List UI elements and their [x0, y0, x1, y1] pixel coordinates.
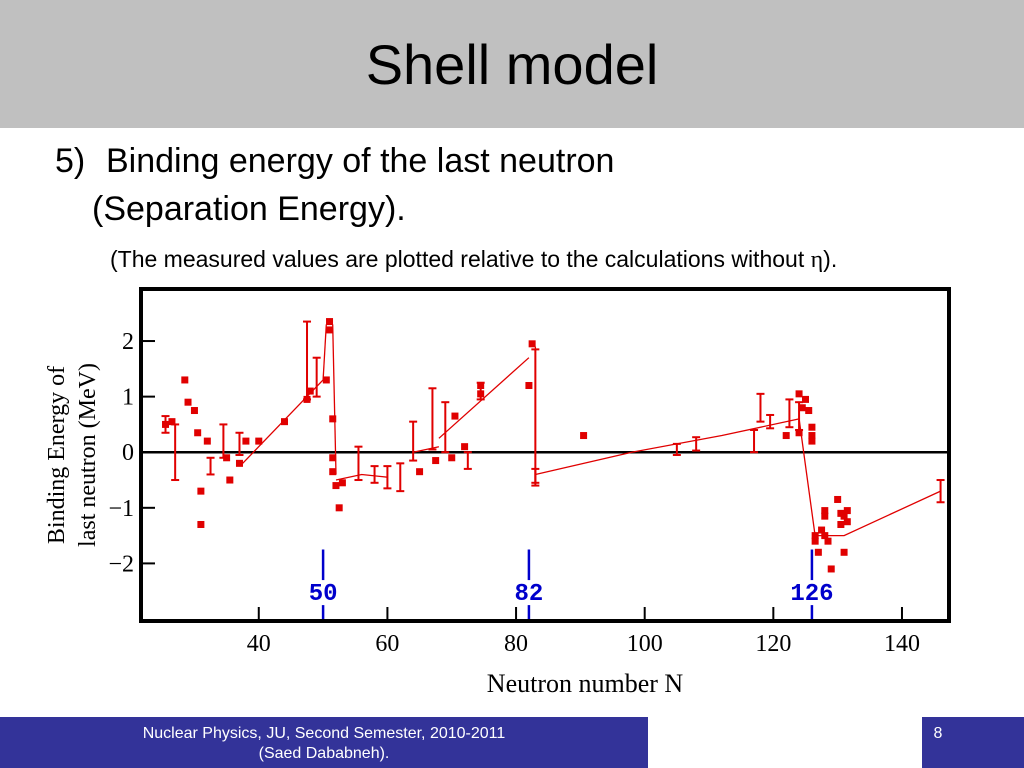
data-point	[184, 398, 192, 406]
data-point	[843, 507, 851, 515]
data-point	[811, 537, 819, 545]
data-point	[329, 468, 337, 476]
data-point	[197, 520, 205, 528]
magic-number-label: 50	[309, 581, 338, 608]
data-point	[477, 382, 485, 390]
data-point	[242, 437, 250, 445]
separation-energy-chart: 40 60 80 100 120 140 −2 −1 0 1 2 50 82 126 Binding E…	[44, 287, 951, 698]
data-point	[795, 429, 803, 437]
data-point	[432, 457, 440, 465]
data-point	[795, 390, 803, 398]
data-point	[821, 532, 829, 540]
theory-line	[322, 324, 327, 380]
data-point	[580, 432, 588, 440]
note-prefix: (The measured values are plotted relativ…	[110, 246, 811, 272]
data-point	[837, 520, 845, 528]
data-point	[808, 432, 816, 440]
data-point	[168, 418, 176, 426]
theory-line	[335, 473, 388, 481]
data-point	[834, 495, 842, 503]
y-tick-label: −1	[108, 496, 134, 522]
data-point	[306, 387, 314, 395]
y-tick-label: 2	[122, 329, 134, 355]
y-tick-label: 0	[122, 440, 134, 466]
page-number: 8	[933, 725, 943, 742]
x-tick-label: 80	[504, 631, 528, 657]
measurement-note: (The measured values are plotted relativ…	[110, 244, 837, 275]
data-point	[808, 437, 816, 445]
theory-line	[412, 446, 440, 453]
data-point	[329, 415, 337, 423]
data-point	[338, 479, 346, 487]
theory-line	[798, 418, 941, 537]
footer-line-1: Nuclear Physics, JU, Second Semester, 20…	[142, 725, 506, 742]
data-point	[303, 395, 311, 403]
slide-title: Shell model	[365, 33, 659, 96]
data-point	[824, 537, 832, 545]
magic-number-label: 126	[790, 581, 833, 608]
data-point	[194, 429, 202, 437]
x-tick-label: 140	[884, 631, 920, 657]
data-point	[821, 507, 829, 515]
data-point	[814, 548, 822, 556]
data-point	[840, 548, 848, 556]
data-point	[181, 376, 189, 384]
data-point	[821, 512, 829, 520]
data-point	[203, 437, 211, 445]
footer-line-2: (Saed Dababneh).	[258, 745, 390, 762]
y-axis-label-line-1: Binding Energy of	[44, 366, 70, 544]
data-point	[782, 432, 790, 440]
data-point	[326, 318, 334, 326]
data-point	[840, 512, 848, 520]
data-point	[281, 418, 289, 426]
data-point	[226, 476, 234, 484]
heading-line-1: Binding energy of the last neutron	[106, 142, 615, 180]
heading-line-2: (Separation Energy).	[92, 190, 406, 228]
data-point	[197, 487, 205, 495]
data-point	[528, 340, 536, 348]
eta-symbol: η	[810, 247, 824, 273]
note-suffix: ).	[823, 246, 838, 272]
theory-line	[438, 357, 530, 439]
data-point	[461, 443, 469, 451]
x-tick-label: 120	[755, 631, 791, 657]
data-point	[326, 326, 334, 334]
data-point	[190, 407, 198, 415]
data-point	[811, 532, 819, 540]
data-point	[335, 504, 343, 512]
data-point	[322, 376, 330, 384]
data-point	[416, 468, 424, 476]
data-point	[808, 423, 816, 431]
x-axis-label: Neutron number N	[487, 669, 684, 698]
x-tick-label: 40	[247, 631, 271, 657]
data-point	[255, 437, 263, 445]
magic-number-label: 82	[515, 581, 544, 608]
y-tick-label: −2	[108, 551, 134, 577]
theory-line	[332, 324, 337, 475]
footer-gap	[648, 717, 922, 768]
data-point	[805, 407, 813, 415]
plot-frame	[139, 287, 951, 623]
data-point	[798, 404, 806, 412]
data-point	[451, 412, 459, 420]
y-axis-label-line-2: last neutron (MeV)	[75, 363, 101, 547]
data-point	[801, 395, 809, 403]
data-point	[827, 565, 835, 573]
data-point	[223, 454, 231, 462]
y-tick-label: 1	[122, 385, 134, 411]
footer-text: Nuclear Physics, JU, Second Semester, 20…	[0, 724, 648, 764]
data-point	[818, 526, 826, 534]
data-point	[235, 459, 243, 467]
data-point	[843, 518, 851, 526]
data-point	[448, 454, 456, 462]
x-tick-label: 60	[375, 631, 399, 657]
data-point	[162, 420, 170, 428]
data-point	[477, 390, 485, 398]
item-number: 5)	[55, 142, 86, 180]
data-point	[525, 382, 533, 390]
x-tick-label: 100	[627, 631, 663, 657]
data-point	[329, 454, 337, 462]
title-bar	[0, 0, 1024, 128]
data-point	[332, 482, 340, 490]
